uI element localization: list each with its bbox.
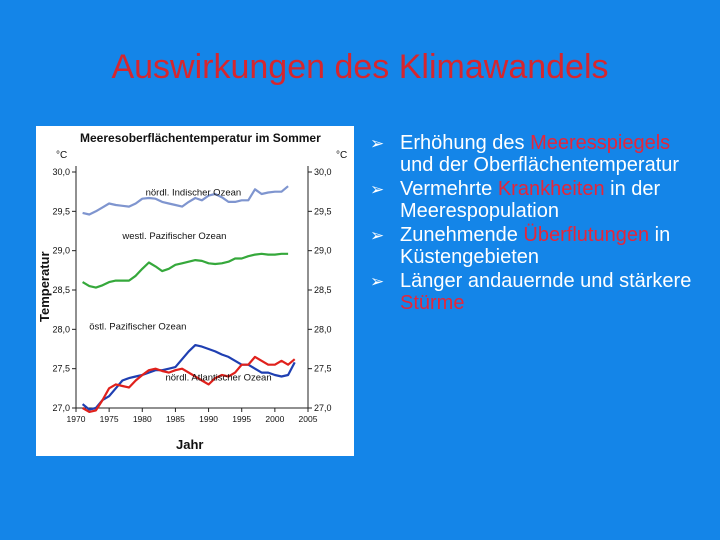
highlight-text: Meeresspiegels — [530, 132, 671, 154]
bullet-text: in Küstengebieten — [400, 224, 671, 268]
y-tick-label-right: 29,5 — [314, 206, 332, 216]
bullet-text: Vermehrte — [400, 178, 498, 200]
y-tick-label-right: 28,5 — [314, 285, 332, 295]
x-tick-label: 2000 — [265, 414, 284, 424]
bullet-text: Erhöhung des — [400, 132, 531, 154]
unit-right: °C — [336, 150, 347, 161]
x-tick-label: 1985 — [166, 414, 185, 424]
x-tick-label: 2005 — [299, 414, 318, 424]
series-line-4 — [82, 355, 296, 413]
x-tick-label: 1970 — [67, 414, 86, 424]
y-tick-label-left: 29,5 — [52, 206, 70, 216]
series-label: östl. Pazifischer Ozean — [89, 321, 186, 332]
y-tick-label-right: 30,0 — [314, 167, 332, 177]
x-tick-label: 1975 — [100, 414, 119, 424]
y-tick-label-left: 28,5 — [52, 285, 70, 295]
series-label: westl. Pazifischer Ozean — [121, 231, 226, 242]
series-line-2 — [82, 252, 289, 289]
y-tick-label-left: 28,0 — [52, 324, 70, 334]
x-tick-label: 1995 — [232, 414, 251, 424]
y-tick-label-left: 29,0 — [52, 246, 70, 256]
bullet-item: ➢ Zunehmende Überflutungen in Küstengebie… — [362, 224, 702, 268]
arrow-bullet-icon: ➢ — [370, 134, 385, 153]
slide-title: Auswirkungen des Klimawandels — [111, 48, 609, 86]
bullet-text: Zunehmende — [400, 224, 524, 246]
chart-svg: Meeresoberflächentemperatur im Sommer °C… — [37, 131, 347, 452]
series-line-1 — [82, 185, 289, 216]
y-tick-label-left: 27,0 — [52, 403, 70, 413]
bullet-item: ➢ Vermehrte Krankheiten in der Meerespopu… — [362, 178, 702, 222]
y-axis-label: Temperatur — [37, 251, 52, 322]
y-tick-label-right: 27,0 — [314, 403, 332, 413]
x-tick-label: 1990 — [199, 414, 218, 424]
bullet-text: Länger andauernde und stärkere — [400, 270, 692, 292]
bullet-text: in der Meerespopulation — [400, 178, 661, 222]
temperature-chart: Meeresoberflächentemperatur im Sommer °C… — [36, 126, 354, 456]
bullet-item: ➢ Erhöhung des Meeresspiegels und der Obe… — [362, 132, 702, 176]
y-tick-label-right: 28,0 — [314, 324, 332, 334]
y-tick-label-left: 27,5 — [52, 364, 70, 374]
arrow-bullet-icon: ➢ — [370, 226, 385, 245]
series-label: nördl. Atlantischer Ozean — [165, 372, 271, 383]
bullet-text: und der Oberflächentemperatur — [400, 154, 680, 176]
series-label: nördl. Indischer Ozean — [146, 188, 242, 199]
highlight-text: Stürme — [400, 292, 465, 314]
chart-title: Meeresoberflächentemperatur im Sommer — [80, 131, 321, 145]
highlight-text: Krankheiten — [497, 178, 605, 200]
arrow-bullet-icon: ➢ — [370, 272, 385, 291]
bullet-item: ➢ Länger andauernde und stärkere Stürme — [362, 270, 702, 314]
y-tick-label-right: 29,0 — [314, 246, 332, 256]
highlight-text: Überflutungen — [523, 224, 650, 246]
x-tick-label: 1980 — [133, 414, 152, 424]
arrow-bullet-icon: ➢ — [370, 180, 385, 199]
y-tick-label-left: 30,0 — [52, 167, 70, 177]
bullet-list: ➢ Erhöhung des Meeresspiegels und der Obe… — [362, 132, 702, 316]
unit-left: °C — [56, 150, 67, 161]
y-tick-label-right: 27,5 — [314, 364, 332, 374]
x-axis-label: Jahr — [176, 437, 203, 452]
